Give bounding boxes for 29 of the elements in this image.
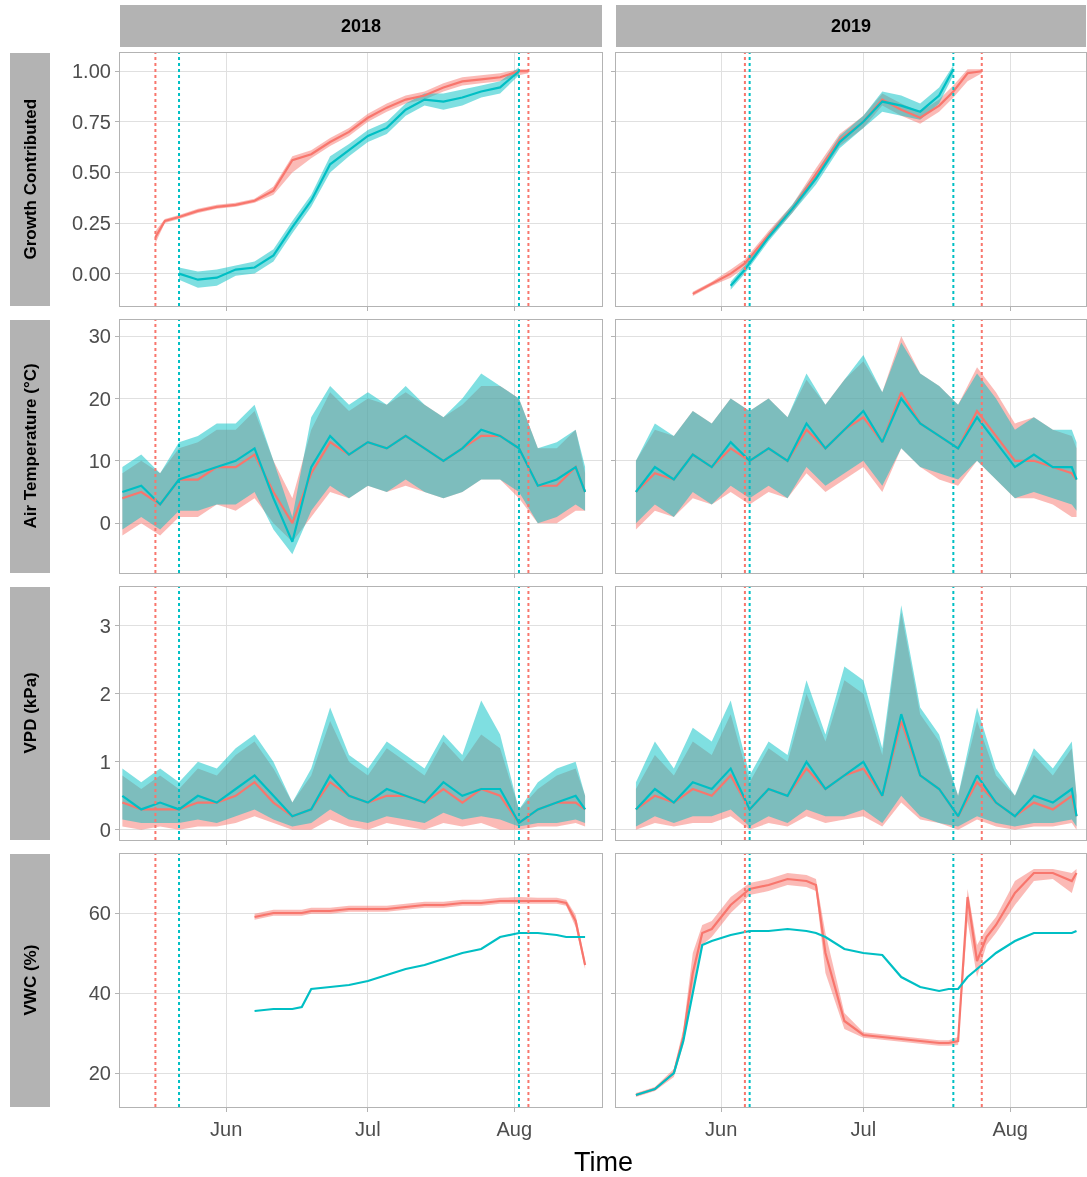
x-tick-label: Jul [850,1118,877,1141]
y-tick-label: 20 [88,387,111,410]
y-axis-title: Growth Contributed [20,98,40,260]
y-tick-label: 60 [88,902,111,924]
chart-title: 2019 [831,16,872,36]
x-tick-label: Jun [705,1118,738,1141]
y-tick-label: 0 [99,818,111,841]
x-tick-label: Aug [496,1118,533,1141]
y-tick-label: 30 [88,325,111,348]
x-tick-label: Aug [992,1118,1028,1141]
y-tick-label: 3 [99,614,111,637]
y-tick-label: 10 [88,449,111,472]
y-axis-title: VPD (kPa) [20,672,40,754]
y-tick-label: 0.75 [71,110,111,133]
x-tick-label: Jul [355,1118,381,1141]
y-tick-label: 2 [99,682,111,705]
y-tick-label: 40 [88,982,111,1004]
y-tick-label: 0.00 [71,262,111,285]
y-tick-label: 0 [99,512,111,535]
chart-title: 2018 [341,16,382,36]
y-tick-label: 0.25 [71,212,111,235]
y-axis-title: Air Temperature (°C) [20,363,40,529]
x-tick-label: Jun [210,1118,243,1141]
x-axis-title: Time [574,1147,633,1177]
y-axis-title: VWC (%) [20,944,40,1016]
y-tick-label: 20 [88,1062,111,1084]
y-tick-label: 1 [99,750,111,773]
y-tick-label: 1.00 [71,60,111,83]
y-tick-label: 0.50 [71,161,111,184]
